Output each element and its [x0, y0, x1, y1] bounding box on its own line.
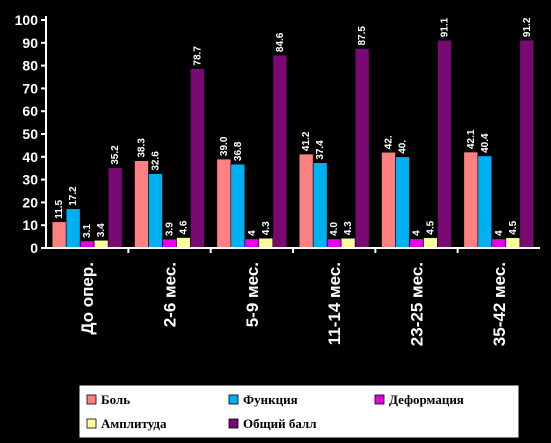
data-label: 35.2 — [110, 145, 121, 165]
data-label: 78.7 — [193, 46, 204, 66]
data-label: 3.4 — [96, 223, 107, 237]
category-label: 35-42 мес. — [490, 262, 509, 346]
data-label: 4.5 — [426, 220, 437, 234]
y-tick-label: 90 — [22, 35, 38, 51]
bar — [463, 151, 479, 249]
bar — [381, 151, 396, 249]
y-tick-label: 40 — [22, 149, 38, 165]
bar — [477, 155, 493, 249]
y-axis: 0 10 20 30 40 50 60 70 80 90 100 — [15, 12, 47, 256]
bar — [312, 162, 328, 249]
data-label: 39.0 — [219, 136, 230, 156]
data-label: 4 — [412, 230, 423, 236]
y-tick-label: 10 — [22, 217, 38, 233]
value-labels: 11.517.2 3.1 3.4 35.2 38.332.6 3.9 4.6 78.7 39.0… — [54, 17, 533, 238]
bar — [395, 156, 410, 249]
legend-label: Боль — [101, 392, 130, 407]
bar — [409, 238, 424, 249]
data-label: 36.8 — [233, 141, 244, 161]
data-label: 3.9 — [165, 222, 176, 236]
y-tick-label: 30 — [22, 172, 38, 188]
data-label: 42.1 — [466, 129, 477, 149]
bar — [79, 240, 95, 249]
bar — [437, 39, 452, 249]
bar — [258, 237, 274, 249]
bar — [93, 239, 109, 249]
bar — [491, 238, 507, 249]
data-label: 38.3 — [137, 138, 148, 158]
data-label: 4.3 — [343, 221, 354, 235]
bar — [65, 208, 81, 249]
category-label: 23-25 мес. — [408, 262, 427, 346]
legend-swatch — [228, 418, 239, 429]
data-label: 91.1 — [440, 17, 451, 37]
data-label: 91.2 — [522, 17, 533, 37]
bar — [326, 238, 342, 249]
category-label: 11-14 мес. — [325, 262, 344, 345]
bar — [107, 167, 123, 249]
bar — [340, 237, 356, 249]
data-label: 87.5 — [357, 26, 368, 46]
data-label: 40. — [398, 140, 409, 154]
category-label: До опер. — [78, 262, 97, 335]
legend-label: Общий балл — [243, 416, 317, 431]
category-label: 5-9 мес. — [243, 262, 262, 327]
bar — [216, 158, 232, 249]
y-tick-label: 50 — [22, 126, 38, 142]
y-tick-label: 60 — [22, 103, 38, 119]
bar — [519, 39, 535, 249]
bar — [148, 173, 163, 249]
y-tick-label: 20 — [22, 194, 38, 210]
data-label: 4 — [247, 230, 258, 236]
legend-swatch — [374, 394, 385, 405]
legend-swatch — [86, 418, 97, 429]
bar — [134, 160, 149, 249]
data-label: 4.0 — [329, 222, 340, 236]
y-tick-label: 0 — [30, 240, 38, 256]
data-label: 17.2 — [68, 186, 79, 206]
data-label: 11.5 — [54, 199, 65, 218]
legend-swatch — [228, 394, 239, 405]
legend-swatch — [86, 394, 97, 405]
bars — [51, 39, 535, 249]
bar — [354, 48, 370, 249]
bar — [230, 163, 246, 249]
data-label: 3.1 — [82, 224, 93, 238]
data-label: 41.2 — [301, 131, 312, 151]
data-label: 4 — [494, 230, 505, 236]
data-label: 4.6 — [179, 220, 190, 234]
legend: Боль Функция Деформация Амплитуда Общий балл — [78, 384, 520, 439]
x-axis: До опер. 2-6 мес. 5-9 мес. 11-14 мес. 23-25 … — [46, 247, 540, 346]
bar — [51, 221, 67, 249]
legend-label: Функция — [243, 392, 298, 407]
legend-label: Амплитуда — [101, 416, 167, 431]
data-label: 42. — [384, 135, 395, 149]
legend-box — [78, 384, 520, 439]
bar — [162, 238, 177, 249]
legend-label: Деформация — [389, 392, 464, 407]
bar — [505, 237, 521, 249]
data-label: 37.4 — [315, 140, 326, 160]
data-label: 84.6 — [275, 32, 286, 52]
data-label: 4.5 — [508, 220, 519, 234]
bar — [190, 68, 205, 249]
y-tick-label: 70 — [22, 80, 38, 96]
data-label: 40.4 — [480, 133, 491, 153]
y-tick-label: 100 — [15, 12, 39, 28]
data-label: 32.6 — [151, 151, 162, 171]
bar — [272, 54, 288, 249]
bar — [244, 238, 260, 249]
data-label: 4.3 — [261, 221, 272, 235]
y-tick-label: 80 — [22, 58, 38, 74]
bar — [176, 237, 191, 249]
bar — [298, 153, 314, 249]
category-label: 2-6 мес. — [161, 262, 180, 327]
bar — [423, 237, 438, 249]
